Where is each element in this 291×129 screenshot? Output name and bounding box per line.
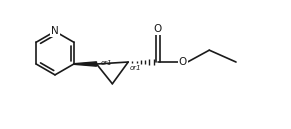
Text: or1: or1: [130, 65, 142, 71]
Text: or1: or1: [100, 60, 112, 66]
Text: N: N: [51, 26, 59, 36]
Text: O: O: [178, 57, 187, 67]
Text: O: O: [154, 24, 162, 34]
Polygon shape: [74, 62, 97, 66]
